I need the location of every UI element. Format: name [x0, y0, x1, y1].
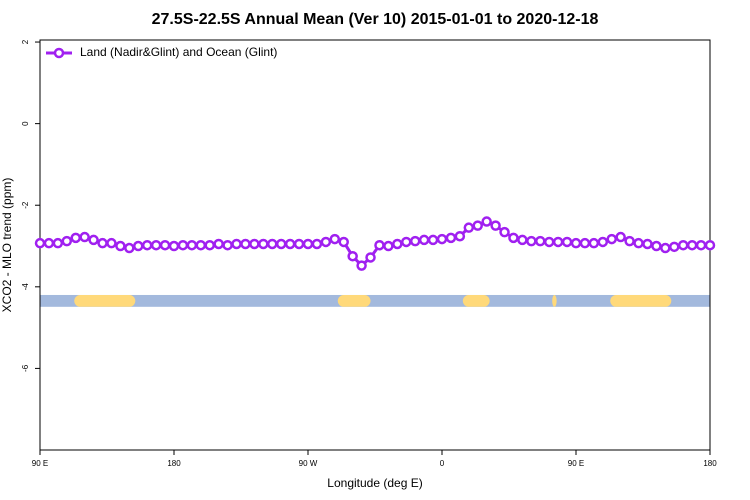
- data-point: [34, 237, 46, 249]
- y-tick-label: 0: [21, 121, 30, 126]
- data-point: [284, 238, 296, 250]
- y-tick-label: -2: [21, 201, 30, 209]
- data-point: [481, 216, 492, 227]
- data-point: [177, 239, 189, 251]
- chart-title: 27.5S-22.5S Annual Mean (Ver 10) 2015-01…: [152, 11, 599, 28]
- data-point: [293, 238, 305, 250]
- data-point: [508, 232, 519, 244]
- data-point: [374, 239, 385, 251]
- data-point: [115, 240, 126, 252]
- data-point: [677, 239, 689, 251]
- data-point: [320, 236, 332, 248]
- data-point: [383, 240, 394, 252]
- data-point: [52, 237, 64, 249]
- data-point: [124, 242, 135, 254]
- data-point: [401, 236, 412, 248]
- data-point: [517, 234, 528, 246]
- land-segment: [610, 294, 672, 307]
- data-point: [267, 238, 278, 250]
- data-point: [213, 238, 224, 250]
- data-point: [499, 226, 510, 238]
- y-tick-label: -4: [21, 283, 30, 291]
- data-point: [695, 239, 707, 251]
- data-point: [418, 234, 430, 246]
- data-point: [365, 252, 376, 263]
- x-axis-label: Longitude (deg E): [327, 476, 422, 490]
- data-point: [88, 234, 99, 246]
- data-point: [526, 235, 537, 247]
- y-axis-label: XCO2 - MLO trend (ppm): [0, 178, 14, 313]
- data-point: [633, 237, 644, 249]
- data-point: [302, 238, 314, 250]
- data-point: [186, 239, 198, 251]
- data-point: [231, 238, 242, 250]
- data-point: [704, 239, 716, 251]
- x-tick-label: 0: [440, 459, 445, 468]
- data-point: [597, 236, 609, 248]
- data-point: [615, 231, 626, 243]
- data-point: [588, 237, 600, 249]
- data-point: [97, 237, 108, 249]
- data-point: [338, 236, 349, 248]
- data-point: [436, 233, 448, 245]
- data-point: [150, 239, 162, 251]
- data-point: [106, 237, 117, 249]
- data-point: [624, 235, 635, 247]
- data-point: [570, 237, 582, 249]
- data-point: [79, 231, 90, 243]
- data-point: [651, 240, 662, 252]
- land-segment: [74, 294, 136, 307]
- ocean-band: [40, 294, 710, 307]
- data-point: [409, 235, 421, 247]
- data-point: [606, 233, 617, 245]
- data-point: [669, 241, 680, 253]
- data-point: [543, 236, 555, 248]
- data-point: [195, 239, 207, 251]
- x-tick-label: 90 W: [299, 459, 318, 468]
- data-point: [222, 239, 233, 251]
- data-point: [490, 220, 501, 231]
- data-point: [579, 237, 591, 249]
- data-point: [642, 238, 653, 250]
- data-point: [535, 235, 546, 247]
- data-point: [168, 240, 180, 252]
- data-point: [240, 238, 251, 250]
- data-point: [472, 220, 483, 231]
- data-point: [141, 239, 153, 251]
- data-point: [311, 238, 323, 250]
- land-segment: [337, 294, 371, 307]
- data-point: [329, 233, 341, 245]
- x-tick-label: 180: [703, 459, 717, 468]
- data-point: [347, 250, 358, 262]
- data-point: [552, 236, 564, 248]
- data-point: [392, 238, 403, 250]
- data-point: [61, 235, 73, 247]
- x-tick-label: 180: [167, 459, 181, 468]
- x-tick-label: 90 E: [568, 459, 584, 468]
- y-tick-label: 2: [21, 39, 30, 44]
- data-point: [204, 239, 215, 251]
- data-point: [159, 239, 171, 251]
- data-point: [43, 237, 55, 249]
- data-point: [249, 238, 260, 250]
- land-segment: [552, 294, 557, 307]
- y-tick-label: -6: [21, 364, 30, 372]
- data-point: [275, 238, 287, 250]
- data-point: [258, 238, 269, 250]
- data-point: [133, 240, 144, 252]
- data-point: [463, 222, 475, 233]
- data-point: [356, 260, 367, 271]
- data-point: [561, 236, 573, 248]
- legend-label: Land (Nadir&Glint) and Ocean (Glint): [80, 45, 277, 59]
- land-segment: [462, 294, 490, 307]
- data-point: [427, 234, 439, 246]
- data-point: [454, 230, 466, 242]
- data-point: [70, 232, 81, 244]
- x-tick-label: 90 E: [32, 459, 48, 468]
- data-point: [660, 242, 671, 254]
- data-point: [445, 232, 457, 244]
- legend-marker: [53, 47, 65, 59]
- data-point: [686, 239, 698, 251]
